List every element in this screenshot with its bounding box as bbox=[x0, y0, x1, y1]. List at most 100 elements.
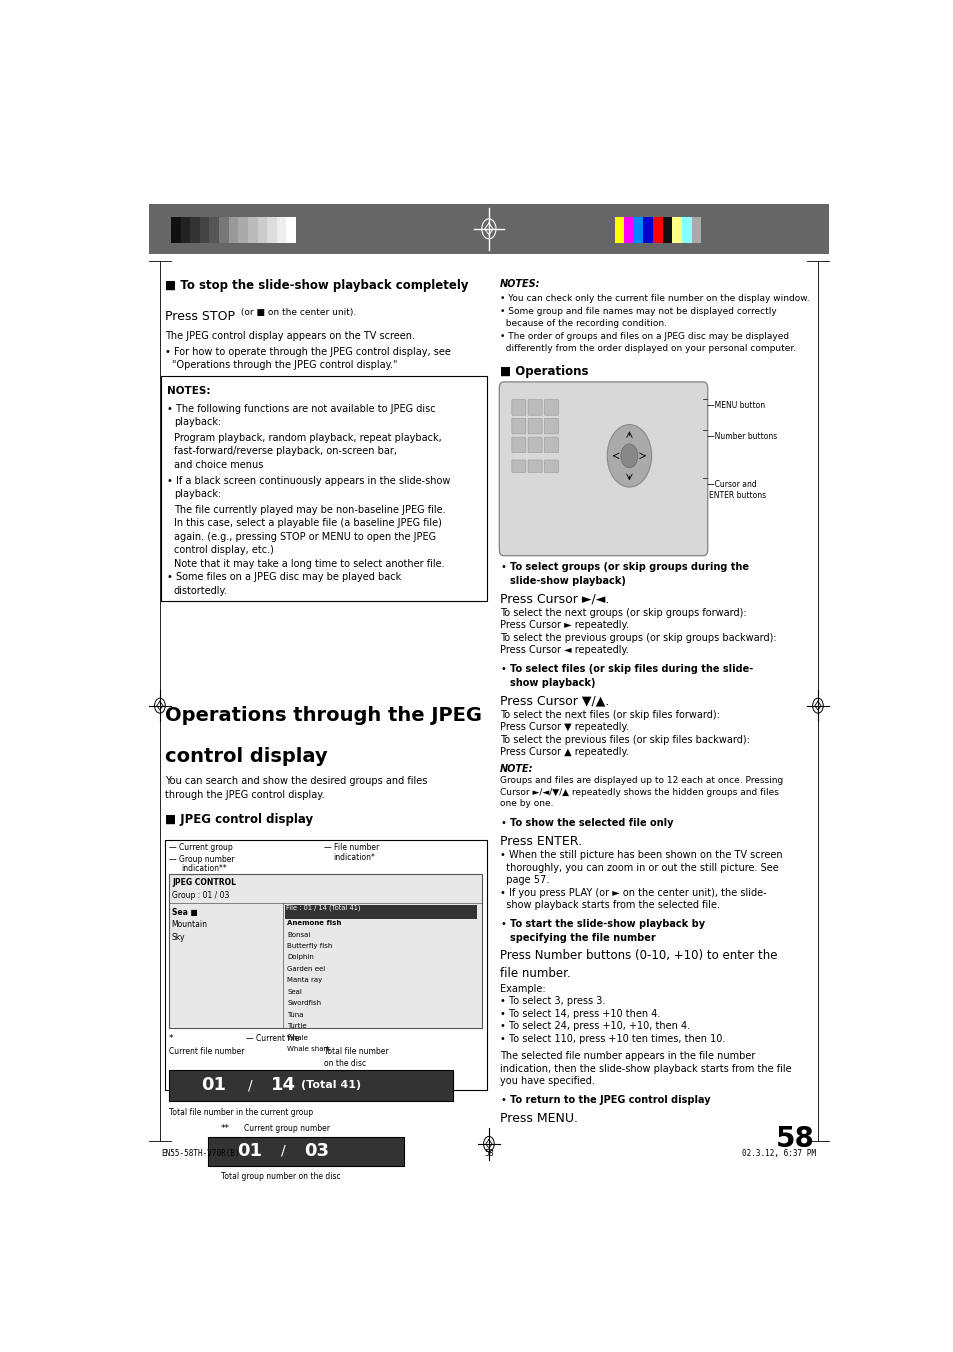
Text: 58: 58 bbox=[483, 1149, 494, 1159]
Text: •: • bbox=[499, 818, 505, 827]
Text: /: / bbox=[248, 1079, 253, 1092]
Text: To select groups (or skip groups during the: To select groups (or skip groups during … bbox=[509, 562, 748, 572]
Text: To select the previous groups (or skip groups backward):: To select the previous groups (or skip g… bbox=[499, 633, 776, 642]
FancyBboxPatch shape bbox=[528, 400, 541, 415]
FancyBboxPatch shape bbox=[285, 904, 476, 919]
Text: •: • bbox=[499, 1095, 505, 1105]
Text: page 57.: page 57. bbox=[499, 875, 549, 886]
Text: In this case, select a playable file (a baseline JPEG file): In this case, select a playable file (a … bbox=[173, 518, 441, 529]
FancyBboxPatch shape bbox=[512, 418, 525, 434]
Text: Whale: Whale bbox=[287, 1034, 309, 1041]
FancyBboxPatch shape bbox=[544, 437, 558, 453]
Text: Note that it may take a long time to select another file.: Note that it may take a long time to sel… bbox=[173, 558, 444, 569]
Bar bbox=[276, 218, 286, 243]
Text: show playback starts from the selected file.: show playback starts from the selected f… bbox=[499, 900, 720, 910]
FancyBboxPatch shape bbox=[512, 460, 525, 472]
FancyBboxPatch shape bbox=[169, 1069, 453, 1102]
Text: • Some group and file names may not be displayed correctly: • Some group and file names may not be d… bbox=[499, 307, 776, 316]
Text: indication**: indication** bbox=[181, 864, 227, 873]
Text: Press Cursor ▲ repeatedly.: Press Cursor ▲ repeatedly. bbox=[499, 748, 628, 757]
Text: playback:: playback: bbox=[173, 489, 221, 499]
Bar bbox=[199, 218, 210, 243]
Text: To show the selected file only: To show the selected file only bbox=[509, 818, 673, 827]
Text: distortedly.: distortedly. bbox=[173, 585, 228, 596]
Text: Turtle: Turtle bbox=[287, 1023, 306, 1029]
Text: on the disc: on the disc bbox=[324, 1059, 366, 1068]
Bar bbox=[633, 218, 642, 243]
Text: one by one.: one by one. bbox=[499, 799, 553, 808]
Text: "Operations through the JPEG control display.": "Operations through the JPEG control dis… bbox=[172, 360, 397, 370]
Text: —Cursor and: —Cursor and bbox=[706, 480, 756, 489]
Text: through the JPEG control display.: through the JPEG control display. bbox=[165, 790, 324, 800]
Bar bbox=[210, 218, 219, 243]
Circle shape bbox=[607, 425, 651, 487]
Text: slide-show playback): slide-show playback) bbox=[509, 576, 625, 585]
Text: show playback): show playback) bbox=[509, 677, 595, 688]
Text: Cursor ►/◄/▼/▲ repeatedly shows the hidden groups and files: Cursor ►/◄/▼/▲ repeatedly shows the hidd… bbox=[499, 788, 778, 796]
Text: Butterfly fish: Butterfly fish bbox=[287, 944, 332, 949]
Text: Current group number: Current group number bbox=[244, 1124, 330, 1133]
Bar bbox=[248, 218, 257, 243]
FancyBboxPatch shape bbox=[165, 840, 486, 1090]
FancyBboxPatch shape bbox=[160, 376, 486, 600]
FancyBboxPatch shape bbox=[544, 460, 558, 472]
Text: Group : 01 / 03: Group : 01 / 03 bbox=[172, 891, 230, 900]
Circle shape bbox=[620, 443, 638, 468]
FancyBboxPatch shape bbox=[512, 400, 525, 415]
Text: You can search and show the desired groups and files: You can search and show the desired grou… bbox=[165, 776, 427, 787]
Text: (Total 41): (Total 41) bbox=[301, 1080, 361, 1091]
Text: /: / bbox=[281, 1144, 285, 1157]
Text: •: • bbox=[499, 664, 505, 675]
Text: To select the next files (or skip files forward):: To select the next files (or skip files … bbox=[499, 710, 720, 719]
Text: Press Cursor ►/◄.: Press Cursor ►/◄. bbox=[499, 592, 609, 606]
Bar bbox=[662, 218, 672, 243]
Bar bbox=[672, 218, 681, 243]
Text: because of the recording condition.: because of the recording condition. bbox=[499, 319, 666, 329]
Text: Press ENTER.: Press ENTER. bbox=[499, 834, 581, 848]
Text: differently from the order displayed on your personal computer.: differently from the order displayed on … bbox=[499, 345, 796, 353]
Text: Sea ■: Sea ■ bbox=[172, 907, 197, 917]
Text: • The order of groups and files on a JPEG disc may be displayed: • The order of groups and files on a JPE… bbox=[499, 333, 788, 341]
FancyBboxPatch shape bbox=[528, 460, 541, 472]
Text: To select files (or skip files during the slide-: To select files (or skip files during th… bbox=[509, 664, 752, 675]
FancyBboxPatch shape bbox=[498, 381, 707, 556]
Text: — Current file: — Current file bbox=[246, 1033, 299, 1042]
FancyBboxPatch shape bbox=[169, 875, 481, 1029]
Text: • To select 14, press +10 then 4.: • To select 14, press +10 then 4. bbox=[499, 1009, 659, 1018]
Text: 03: 03 bbox=[304, 1142, 329, 1160]
Text: • The following functions are not available to JPEG disc: • The following functions are not availa… bbox=[167, 404, 436, 414]
Text: Example:: Example: bbox=[499, 984, 545, 994]
Bar bbox=[691, 218, 700, 243]
Text: Total group number on the disc: Total group number on the disc bbox=[220, 1172, 340, 1182]
Text: control display, etc.): control display, etc.) bbox=[173, 545, 274, 556]
Text: thoroughly, you can zoom in or out the still picture. See: thoroughly, you can zoom in or out the s… bbox=[499, 863, 778, 873]
Text: 02.3.12, 6:37 PM: 02.3.12, 6:37 PM bbox=[741, 1149, 816, 1159]
Text: To select the next groups (or skip groups forward):: To select the next groups (or skip group… bbox=[499, 608, 746, 618]
Text: Swordfish: Swordfish bbox=[287, 1000, 321, 1006]
Text: Press Number buttons (0-10, +10) to enter the: Press Number buttons (0-10, +10) to ente… bbox=[499, 949, 777, 963]
Text: Sky: Sky bbox=[172, 933, 185, 941]
Text: ■ Operations: ■ Operations bbox=[499, 365, 588, 379]
Text: Groups and files are displayed up to 12 each at once. Pressing: Groups and files are displayed up to 12 … bbox=[499, 776, 782, 786]
Bar bbox=[229, 218, 238, 243]
Text: —Number buttons: —Number buttons bbox=[706, 431, 777, 441]
Text: Operations through the JPEG: Operations through the JPEG bbox=[165, 706, 481, 725]
Text: • If a black screen continuously appears in the slide-show: • If a black screen continuously appears… bbox=[167, 476, 450, 485]
Text: 01: 01 bbox=[237, 1142, 262, 1160]
Text: NOTES:: NOTES: bbox=[167, 387, 211, 396]
Text: playback:: playback: bbox=[173, 418, 221, 427]
Text: Press Cursor ◄ repeatedly.: Press Cursor ◄ repeatedly. bbox=[499, 645, 628, 656]
Text: ■ JPEG control display: ■ JPEG control display bbox=[165, 813, 313, 826]
Bar bbox=[238, 218, 248, 243]
Bar bbox=[681, 218, 691, 243]
Bar bbox=[257, 218, 267, 243]
Text: again. (e.g., pressing STOP or MENU to open the JPEG: again. (e.g., pressing STOP or MENU to o… bbox=[173, 531, 436, 542]
Text: Current file number: Current file number bbox=[169, 1048, 244, 1056]
Text: • To select 3, press 3.: • To select 3, press 3. bbox=[499, 996, 605, 1006]
Text: • If you press PLAY (or ► on the center unit), the slide-: • If you press PLAY (or ► on the center … bbox=[499, 888, 766, 898]
FancyBboxPatch shape bbox=[544, 418, 558, 434]
Text: — File number: — File number bbox=[324, 844, 379, 852]
Text: To select the previous files (or skip files backward):: To select the previous files (or skip fi… bbox=[499, 735, 749, 745]
Text: specifying the file number: specifying the file number bbox=[509, 933, 655, 942]
FancyBboxPatch shape bbox=[208, 1137, 403, 1165]
